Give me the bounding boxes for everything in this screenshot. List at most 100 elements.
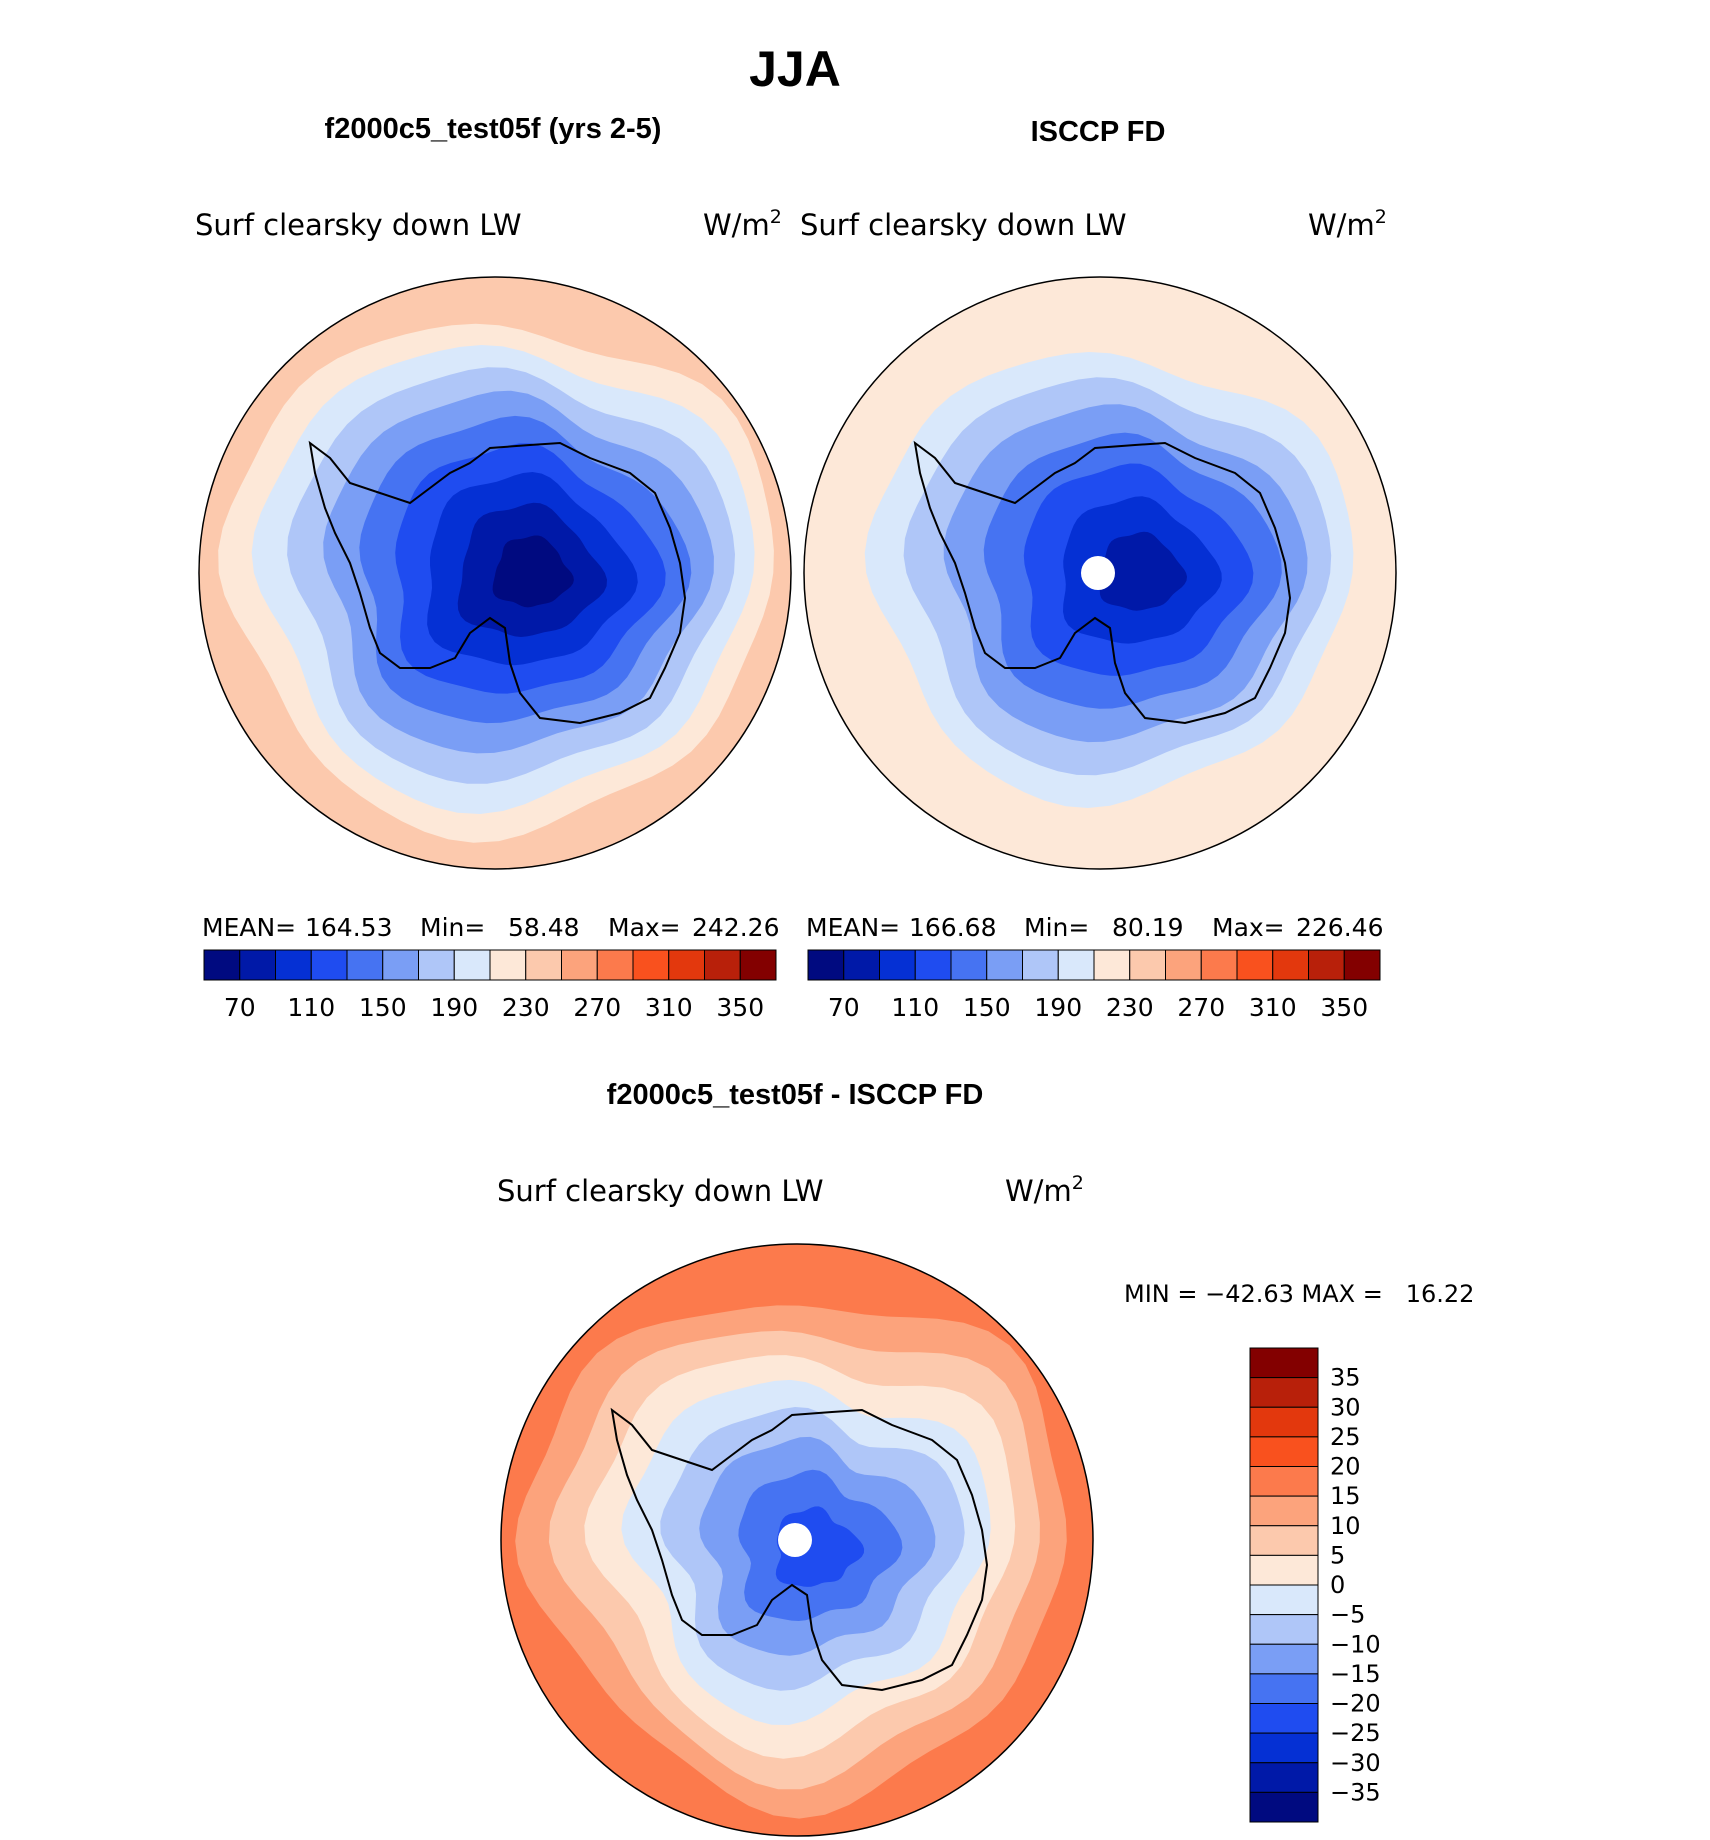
colorbar-tick-label: 150	[963, 993, 1011, 1022]
stats-obs: MEAN= 166.68 Min= 80.19 Max= 226.46	[806, 913, 1383, 942]
stat-max-label: Max=	[1212, 913, 1285, 942]
colorbar-tick-label: 10	[1330, 1512, 1361, 1540]
colorbar-box	[346, 949, 384, 981]
colorbar-tick-label: 20	[1330, 1453, 1361, 1481]
diff-variable: Surf clearsky down LW	[497, 1174, 824, 1208]
colorbar-tick-label: 190	[430, 993, 478, 1022]
colorbar-tick-label: 350	[716, 993, 764, 1022]
contour-band	[492, 535, 574, 608]
colorbar-tick-label: 190	[1034, 993, 1082, 1022]
colorbar-box	[843, 949, 880, 981]
colorbar-box	[1093, 949, 1131, 981]
colorbar-tick-label: 110	[891, 993, 939, 1022]
colorbar-tick-label: 70	[224, 993, 256, 1022]
panel-units-obs: W/m2	[1308, 206, 1387, 242]
colorbar-tick-label: 70	[828, 993, 860, 1022]
colorbar-box	[489, 949, 527, 981]
stat-mean-label: MEAN=	[806, 913, 900, 942]
coastline	[913, 440, 1292, 725]
colorbar-box	[1200, 949, 1238, 981]
colorbar-box	[1236, 949, 1274, 981]
colorbar-box	[914, 949, 952, 981]
colorbar-box	[1343, 949, 1381, 981]
diff-minmax: MIN = −42.63 MAX = 16.22	[1124, 1280, 1474, 1308]
panel-variable-model: Surf clearsky down LW	[195, 208, 522, 242]
contour-band	[1099, 531, 1187, 611]
colorbar-box	[1249, 1495, 1319, 1527]
colorbar-box	[561, 949, 598, 981]
colorbar-box	[596, 949, 634, 981]
stat-min-label: Min=	[1024, 913, 1089, 942]
colorbar-box	[1249, 1703, 1319, 1734]
colorbar-box	[418, 949, 455, 981]
colorbar-box	[1249, 1406, 1319, 1438]
colorbar-box	[950, 949, 988, 981]
diff-units: W/m2	[1005, 1172, 1084, 1208]
stat-min-value: 58.48	[508, 913, 580, 942]
stat-max-value: 242.26	[692, 913, 779, 942]
colorbar-tick-label: 5	[1330, 1541, 1345, 1569]
coastline	[308, 440, 687, 725]
colorbar-tick-label: 110	[287, 993, 335, 1022]
colorbar-box	[1249, 1643, 1319, 1675]
stat-min-label: Min=	[420, 913, 485, 942]
panel-units-model: W/m2	[703, 206, 782, 242]
map-border-difference	[500, 1243, 1094, 1837]
figure-title: JJA	[749, 41, 841, 97]
colorbar-box	[239, 949, 276, 981]
colorbar-box	[1022, 949, 1059, 981]
colorbar-box	[1249, 1377, 1319, 1408]
colorbar-tick-label: −25	[1330, 1719, 1381, 1747]
colorbar-box	[1249, 1614, 1319, 1645]
colorbar-tick-label: −10	[1330, 1630, 1381, 1658]
colorbar-box	[1249, 1673, 1319, 1704]
colorbar-tick-label: 230	[502, 993, 550, 1022]
colorbar-obs: 70 110 150 190 230 270 310 350	[807, 949, 1381, 1022]
map-border-obs	[803, 276, 1397, 870]
colorbar-box	[879, 949, 916, 981]
colorbar-tick-label: 0	[1330, 1571, 1345, 1599]
colorbar-box	[1249, 1791, 1319, 1823]
colorbar-box	[1272, 949, 1309, 981]
stat-max-value: 226.46	[1296, 913, 1383, 942]
colorbar-box	[632, 949, 670, 981]
colorbar-tick-label: 270	[573, 993, 621, 1022]
colorbar-box	[1249, 1347, 1319, 1379]
colorbar-tick-label: 25	[1330, 1423, 1361, 1451]
stat-mean-label: MEAN=	[202, 913, 296, 942]
colorbar-tick-label: −35	[1330, 1778, 1381, 1806]
colorbar-box	[453, 949, 491, 981]
colorbar-box	[704, 949, 741, 981]
colorbar-box	[807, 949, 845, 981]
colorbar-box	[1249, 1525, 1319, 1556]
colorbar-box	[986, 949, 1023, 981]
colorbar-tick-label: −15	[1330, 1660, 1381, 1688]
colorbar-model: 70 110 150 190 230 270 310 350	[203, 949, 777, 1022]
colorbar-box	[1308, 949, 1345, 981]
colorbar-tick-label: 310	[645, 993, 693, 1022]
colorbar-box	[1249, 1554, 1319, 1586]
colorbar-tick-label: 30	[1330, 1393, 1361, 1421]
colorbar-box	[1129, 949, 1166, 981]
colorbar-box	[1249, 1762, 1319, 1793]
map-model	[199, 277, 791, 869]
stat-mean-value: 164.53	[305, 913, 392, 942]
colorbar-box	[203, 949, 241, 981]
colorbar-tick-label: 350	[1320, 993, 1368, 1022]
colorbar-tick-label: −20	[1330, 1690, 1381, 1718]
colorbar-box	[1249, 1732, 1319, 1764]
stat-mean-value: 166.68	[909, 913, 996, 942]
panel-variable-obs: Surf clearsky down LW	[800, 208, 1127, 242]
colorbar-tick-label: 270	[1177, 993, 1225, 1022]
diff-heading: f2000c5_test05f - ISCCP FD	[607, 1079, 984, 1111]
pole-hole-obs	[1081, 556, 1115, 590]
colorbar-tick-label: 15	[1330, 1482, 1361, 1510]
colorbar-tick-label: 230	[1106, 993, 1154, 1022]
colorbar-box	[382, 949, 419, 981]
colorbar-box	[525, 949, 562, 981]
colorbar-box	[739, 949, 777, 981]
map-difference	[501, 1244, 1093, 1836]
colorbar-tick-label: 35	[1330, 1364, 1361, 1392]
